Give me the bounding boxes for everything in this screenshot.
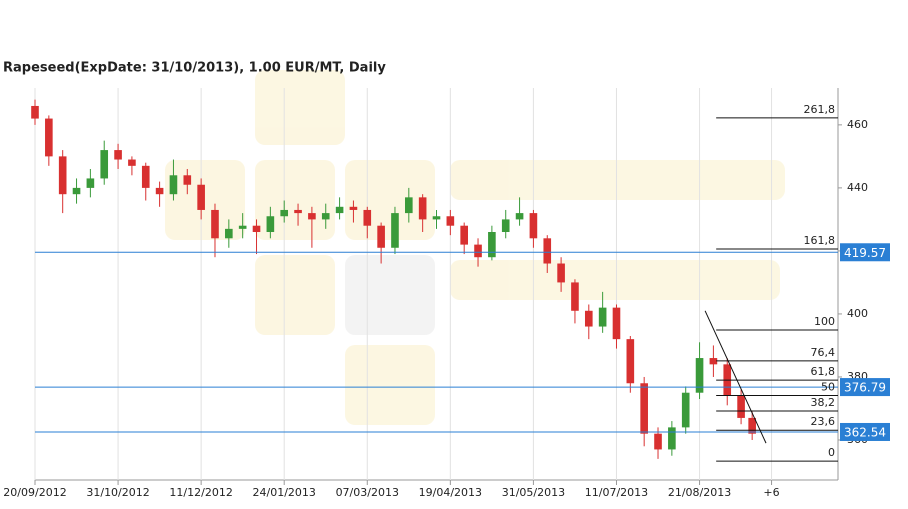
fib-label: 50 bbox=[821, 381, 835, 394]
candle-body bbox=[280, 209, 289, 217]
price-label: 362.54 bbox=[844, 425, 886, 439]
candle-body bbox=[748, 417, 756, 434]
candle-body bbox=[225, 228, 233, 239]
fib-label: 38,2 bbox=[811, 396, 836, 409]
candle-body bbox=[529, 213, 538, 239]
candle-body bbox=[640, 383, 648, 434]
y-tick-label: 440 bbox=[847, 181, 868, 194]
fib-label: 161,8 bbox=[804, 234, 836, 247]
candle-body bbox=[211, 209, 219, 239]
candle-body bbox=[501, 219, 510, 233]
candle-body bbox=[488, 232, 496, 258]
candle-body bbox=[584, 310, 593, 327]
candle-body bbox=[169, 175, 178, 195]
candle-body bbox=[432, 216, 441, 220]
candle-body bbox=[598, 307, 607, 327]
candle-body bbox=[377, 225, 385, 248]
candle-body bbox=[626, 339, 635, 384]
candle-body bbox=[460, 225, 468, 245]
candle-body bbox=[86, 178, 95, 188]
candle-body bbox=[58, 156, 67, 195]
x-tick-label: 31/10/2012 bbox=[86, 486, 149, 499]
candle-body bbox=[668, 427, 676, 450]
candle-body bbox=[155, 187, 164, 195]
candle-body bbox=[252, 225, 261, 233]
candle-body bbox=[363, 209, 372, 226]
candle-body bbox=[737, 395, 745, 418]
candle-body bbox=[128, 159, 136, 166]
candle-body bbox=[391, 213, 399, 248]
candle-body bbox=[515, 213, 524, 220]
y-tick-label: 400 bbox=[847, 307, 868, 320]
y-tick-label: 460 bbox=[847, 118, 868, 131]
candle-body bbox=[654, 433, 662, 450]
fib-label: 23,6 bbox=[811, 415, 836, 428]
fib-label: 61,8 bbox=[811, 365, 836, 378]
fib-label: 100 bbox=[814, 315, 835, 328]
candle-body bbox=[695, 358, 704, 393]
fib-label: 0 bbox=[828, 446, 835, 459]
candle-body bbox=[114, 150, 122, 160]
x-tick-label: 11/07/2013 bbox=[585, 486, 648, 499]
x-tick-label: 31/05/2013 bbox=[502, 486, 565, 499]
candle-body bbox=[571, 282, 579, 311]
candle-body bbox=[266, 216, 275, 233]
candle-body bbox=[31, 105, 39, 119]
candle-body bbox=[141, 165, 150, 188]
candle-body bbox=[405, 197, 413, 214]
price-label-box bbox=[840, 378, 890, 397]
x-tick-label: 24/01/2013 bbox=[253, 486, 316, 499]
candle-body bbox=[294, 209, 302, 214]
candle-body bbox=[557, 263, 565, 283]
x-tick-label: 21/08/2013 bbox=[668, 486, 731, 499]
candle-body bbox=[349, 206, 358, 210]
candle-body bbox=[709, 358, 718, 365]
candle-body bbox=[612, 307, 621, 340]
candle-body bbox=[100, 150, 109, 179]
candle-body bbox=[321, 213, 330, 220]
x-tick-label: 20/09/2012 bbox=[3, 486, 66, 499]
candle-body bbox=[72, 187, 81, 195]
candle-body bbox=[45, 118, 53, 157]
x-tick-label: +6 bbox=[763, 486, 779, 499]
x-tick-label: 11/12/2012 bbox=[169, 486, 232, 499]
candle-body bbox=[197, 184, 205, 210]
fib-label: 76,4 bbox=[811, 346, 836, 359]
fib-label: 261,8 bbox=[804, 103, 836, 116]
candle-body bbox=[418, 197, 427, 220]
price-label: 419.57 bbox=[844, 246, 886, 260]
chart-title: Rapeseed(ExpDate: 31/10/2013), 1.00 EUR/… bbox=[3, 61, 386, 76]
candle-body bbox=[681, 392, 690, 428]
price-label-box bbox=[840, 243, 890, 262]
candle-body bbox=[308, 213, 316, 220]
candle-body bbox=[183, 175, 192, 185]
x-tick-label: 07/03/2013 bbox=[336, 486, 399, 499]
candle-body bbox=[543, 238, 552, 264]
candle-body bbox=[335, 206, 344, 214]
price-label: 376.79 bbox=[844, 381, 886, 395]
candle-body bbox=[446, 216, 455, 226]
price-label-box bbox=[840, 422, 890, 441]
candle-body bbox=[474, 244, 482, 258]
trend-line bbox=[704, 310, 767, 444]
x-tick-label: 19/04/2013 bbox=[419, 486, 482, 499]
candle-body bbox=[238, 225, 247, 229]
